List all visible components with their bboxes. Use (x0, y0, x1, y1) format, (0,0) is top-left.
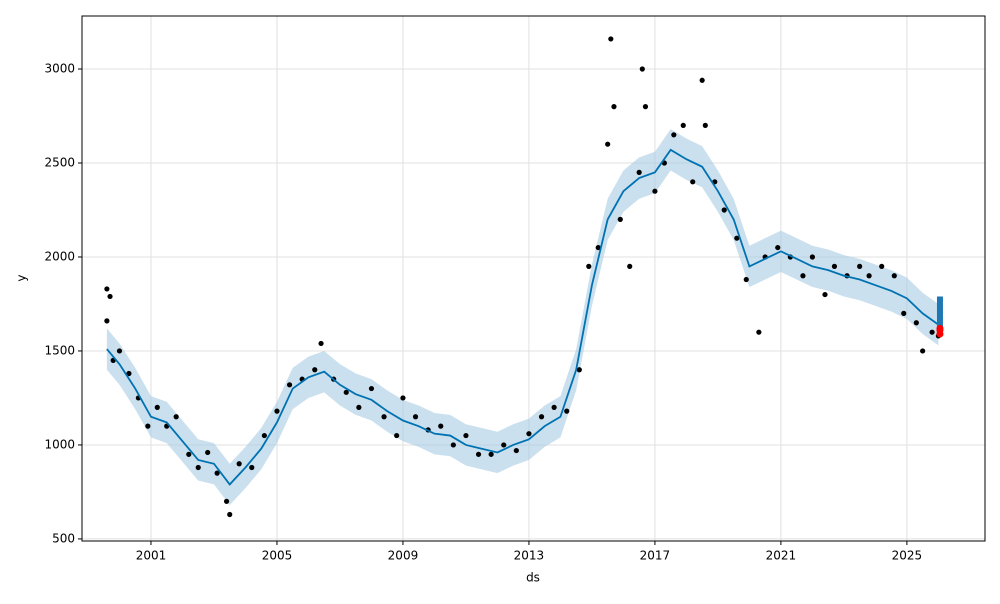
observed-point (831, 263, 838, 269)
plot-frame (81, 15, 986, 542)
observed-point (929, 329, 935, 335)
trend-line (106, 148, 939, 486)
observed-point (475, 451, 482, 457)
observed-point (107, 293, 113, 300)
highlight-point (936, 324, 944, 332)
y-tick-label: 1500 (44, 343, 75, 357)
observed-point (913, 320, 919, 326)
x-tick-label: 2001 (136, 549, 167, 563)
observed-point (381, 414, 387, 420)
observed-point (286, 382, 293, 388)
observed-point (116, 348, 123, 354)
observed-point (104, 286, 110, 292)
observed-point (680, 122, 686, 128)
observed-point (356, 404, 362, 410)
y-tick-label: 500 (52, 531, 75, 545)
observed-point (605, 141, 611, 147)
observed-point (756, 329, 762, 335)
observed-point (809, 254, 816, 260)
observed-point (636, 169, 642, 175)
observed-point (214, 470, 220, 476)
x-tick-label: 2021 (766, 549, 797, 563)
x-tick-label: 2005 (262, 549, 293, 563)
observed-point (901, 310, 907, 316)
observed-point (438, 423, 444, 429)
observed-point (343, 389, 349, 395)
observed-point (104, 318, 110, 324)
observed-point (595, 244, 601, 251)
x-tick-label: 2017 (640, 549, 671, 563)
observed-point (639, 66, 645, 72)
observed-point (173, 414, 179, 420)
observed-point (205, 449, 211, 456)
observed-point (368, 385, 375, 392)
y-tick-label: 2500 (44, 155, 75, 169)
observed-point (642, 104, 649, 110)
observed-point (608, 36, 614, 42)
x-tick-label: 2025 (892, 549, 923, 563)
observed-point (450, 442, 456, 448)
observed-point (671, 132, 677, 138)
observed-point (249, 464, 255, 471)
observed-point (611, 104, 617, 110)
observed-point (394, 432, 400, 439)
y-tick-label: 2000 (44, 249, 75, 263)
observed-point (743, 276, 749, 283)
observed-point (195, 464, 201, 471)
observed-point (145, 423, 151, 429)
observed-point (652, 188, 658, 194)
y-tick-label: 3000 (44, 62, 75, 76)
observed-point (617, 216, 623, 222)
observed-point (488, 451, 494, 457)
observed-point (920, 348, 926, 354)
observed-point (699, 77, 705, 83)
observed-point (154, 404, 160, 410)
observed-point (857, 263, 863, 269)
observed-point (775, 244, 781, 251)
observed-point (223, 498, 230, 504)
observed-point (576, 367, 582, 373)
observed-point (702, 122, 708, 128)
observed-point (501, 442, 507, 448)
observed-point (513, 447, 519, 454)
observed-point (627, 263, 633, 269)
observed-point (866, 273, 872, 279)
observed-point (690, 179, 696, 185)
observed-point (586, 263, 592, 269)
observed-point (236, 461, 242, 467)
observed-point (800, 273, 806, 279)
observed-point (261, 432, 267, 439)
interval-band (106, 129, 939, 506)
observed-point (227, 511, 233, 518)
observed-point (879, 263, 885, 269)
observed-point (274, 408, 280, 414)
observed-point (551, 404, 557, 410)
x-tick-label: 2009 (388, 549, 419, 563)
observed-point (412, 414, 419, 420)
x-tick-label: 2013 (514, 549, 545, 563)
observed-point (318, 340, 324, 347)
observed-point (312, 367, 318, 373)
x-axis-label: ds (526, 571, 540, 585)
observed-point (186, 451, 192, 457)
observed-point (564, 408, 570, 414)
y-axis-label: y (15, 274, 29, 281)
observed-point (400, 395, 406, 401)
observed-point (891, 273, 897, 279)
y-tick-label: 1000 (44, 437, 75, 451)
observed-point (126, 370, 132, 377)
observed-point (463, 432, 469, 439)
observed-point (822, 291, 828, 298)
observed-point (721, 207, 727, 213)
observed-point (538, 414, 545, 420)
observed-point (734, 235, 740, 241)
observed-point (526, 431, 532, 437)
